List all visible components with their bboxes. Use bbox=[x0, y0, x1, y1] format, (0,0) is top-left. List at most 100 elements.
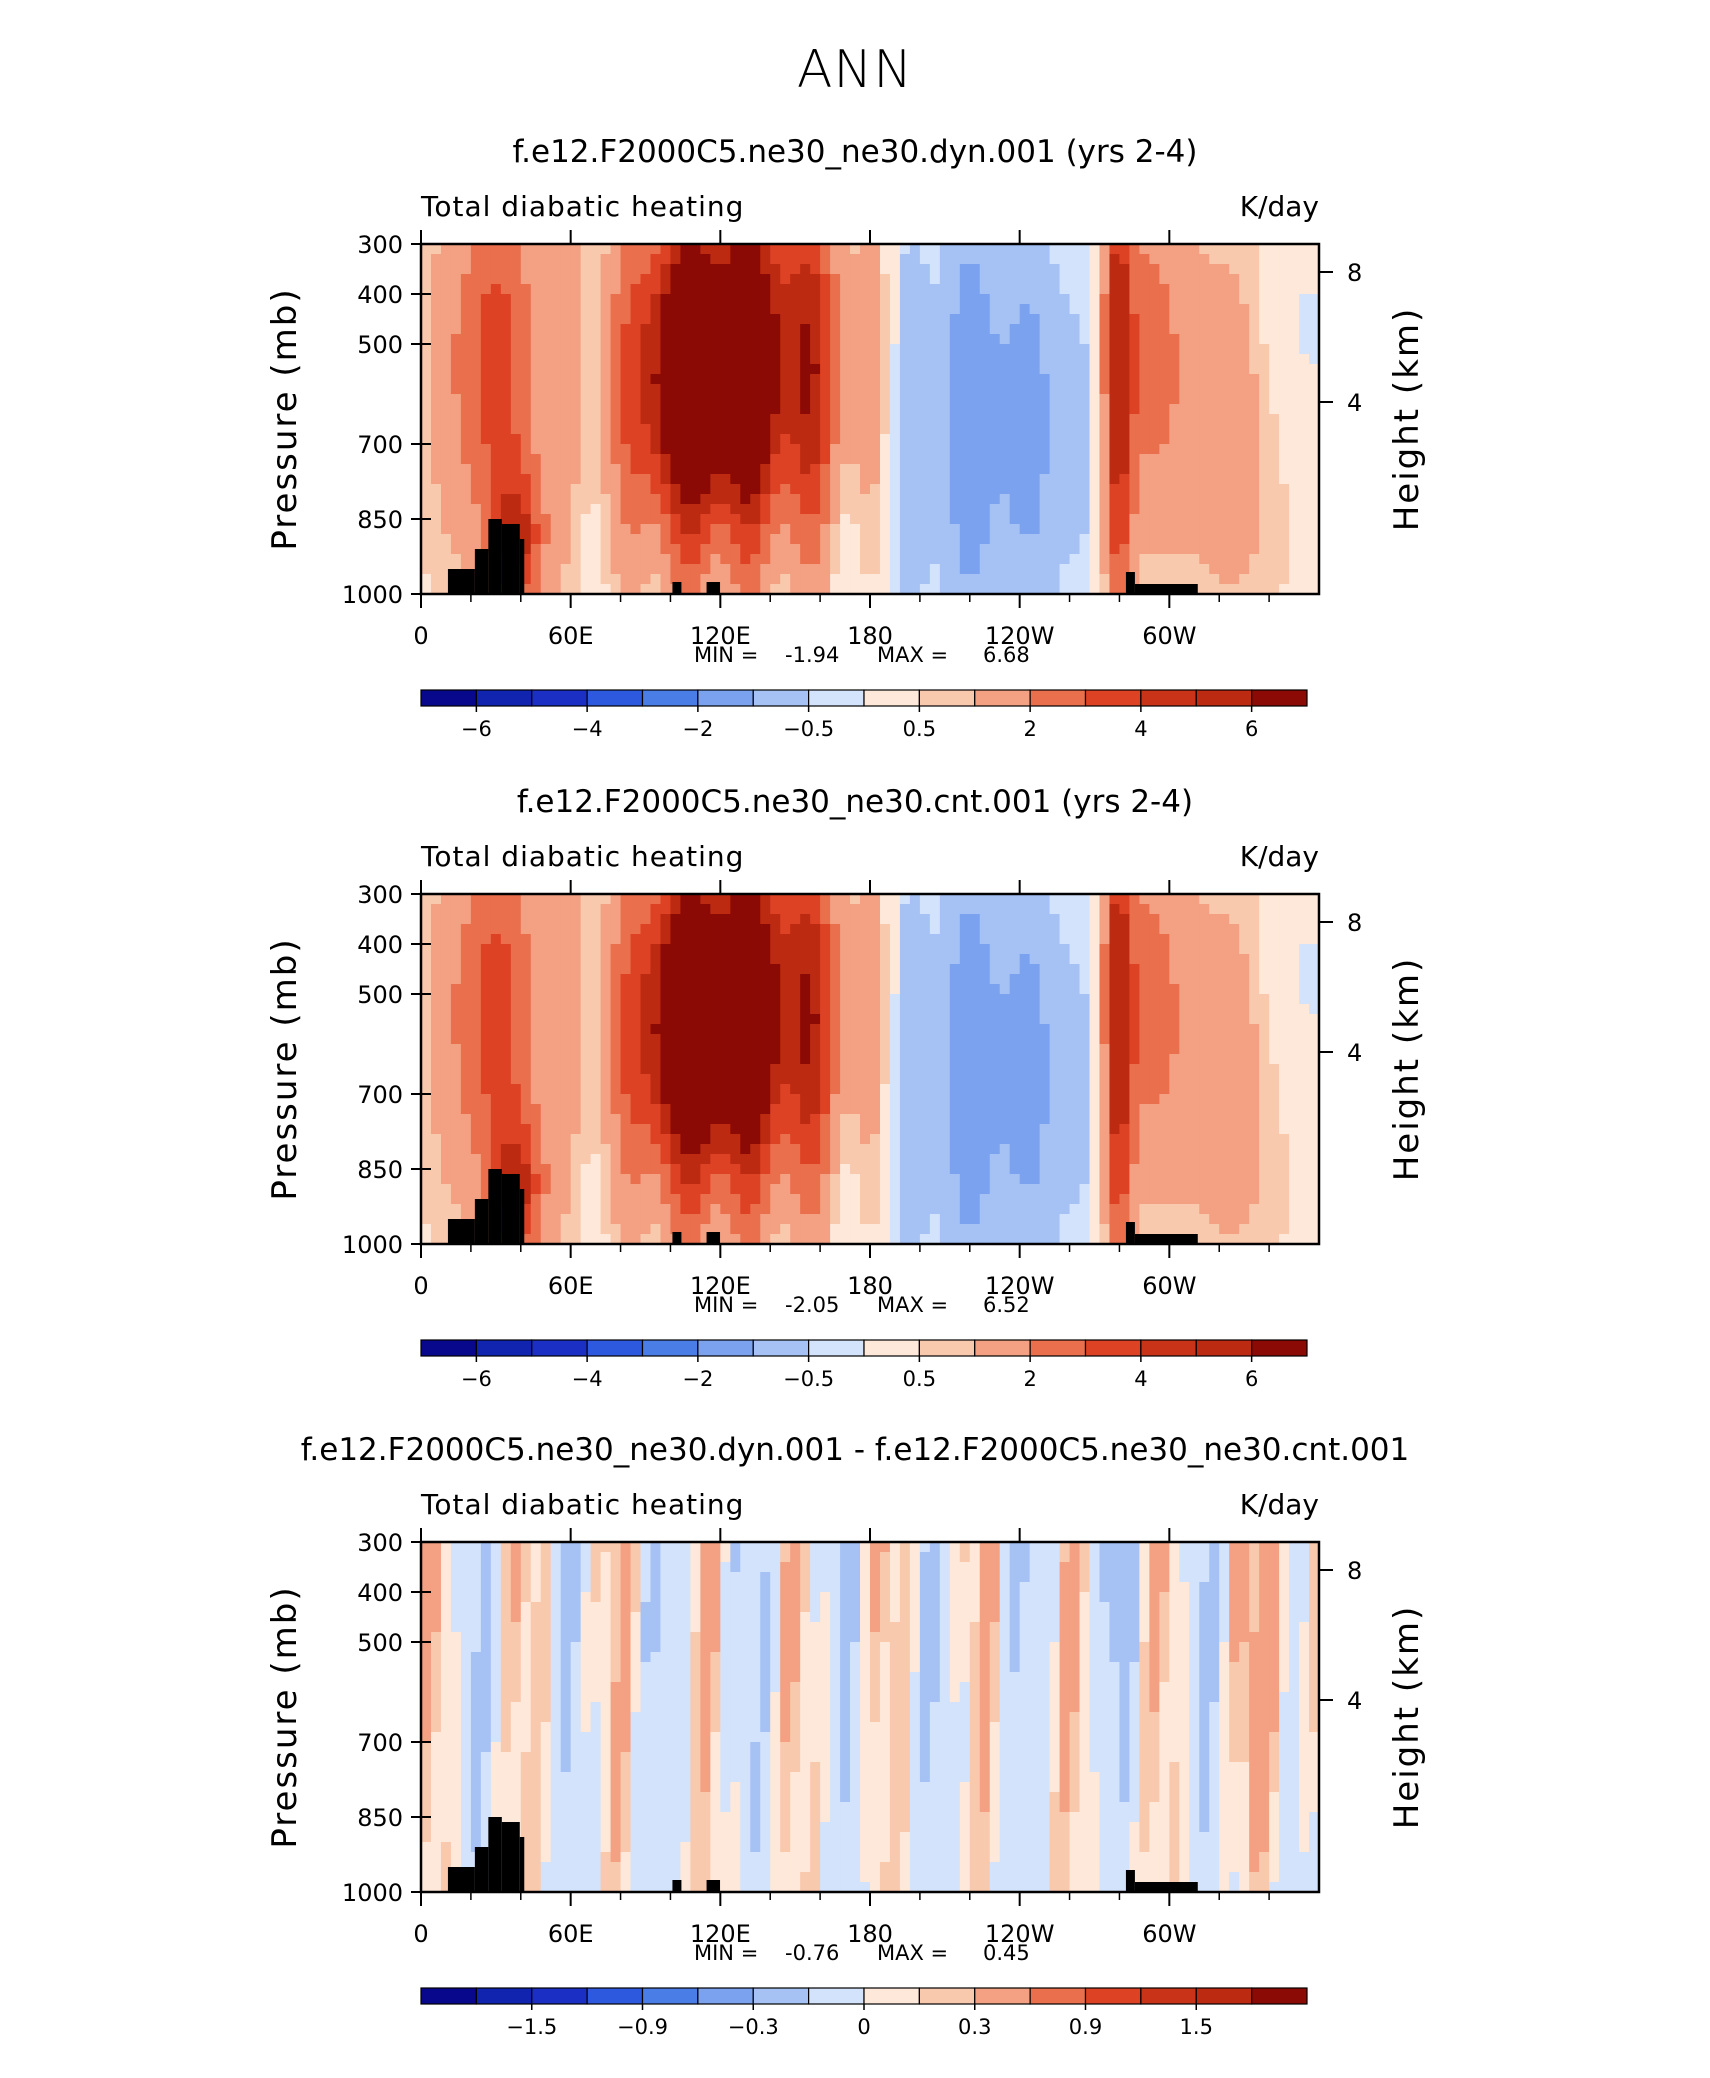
field-cell bbox=[461, 364, 472, 375]
field-cell bbox=[1090, 944, 1101, 955]
field-cell bbox=[501, 964, 512, 975]
field-cell bbox=[830, 1014, 841, 1025]
field-cell bbox=[850, 294, 861, 305]
field-cell bbox=[591, 934, 602, 945]
field-cell bbox=[531, 944, 542, 955]
topography-block bbox=[1126, 572, 1135, 594]
field-cell bbox=[690, 1014, 701, 1025]
field-cell bbox=[900, 264, 911, 275]
field-cell bbox=[501, 404, 512, 415]
field-cell bbox=[551, 364, 562, 375]
field-cell bbox=[1020, 914, 1031, 925]
field-cell bbox=[990, 1054, 1001, 1065]
field-cell bbox=[780, 944, 791, 955]
field-cell bbox=[611, 934, 622, 945]
field-cell bbox=[1259, 964, 1270, 975]
field-cell bbox=[1000, 494, 1011, 505]
field-cell bbox=[621, 1064, 632, 1075]
field-cell bbox=[930, 284, 941, 295]
field-cell bbox=[740, 334, 751, 345]
field-cell bbox=[421, 1024, 432, 1035]
field-cell bbox=[870, 974, 881, 985]
field-cell bbox=[1149, 254, 1160, 265]
field-cell bbox=[581, 494, 592, 505]
field-cell bbox=[1229, 284, 1240, 295]
field-cell bbox=[1169, 314, 1180, 325]
field-cell bbox=[680, 444, 691, 455]
field-cell bbox=[1179, 1054, 1190, 1065]
field-cell bbox=[1209, 1034, 1220, 1045]
field-cell bbox=[1159, 1074, 1170, 1085]
field-cell bbox=[591, 284, 602, 295]
field-cell bbox=[1209, 984, 1220, 995]
field-cell bbox=[760, 284, 771, 295]
field-cell bbox=[1249, 394, 1260, 405]
field-cell bbox=[840, 474, 851, 485]
field-cell bbox=[421, 564, 432, 575]
field-cell bbox=[860, 324, 871, 335]
field-cell bbox=[760, 964, 771, 975]
field-cell bbox=[1020, 544, 1031, 555]
field-cell bbox=[850, 1054, 861, 1065]
field-cell bbox=[740, 284, 751, 295]
field-cell bbox=[900, 304, 911, 315]
field-cell bbox=[1129, 364, 1140, 375]
field-cell bbox=[1000, 284, 1011, 295]
field-cell bbox=[800, 364, 811, 375]
field-cell bbox=[1299, 494, 1310, 505]
field-cell bbox=[1050, 324, 1061, 335]
field-cell bbox=[1209, 344, 1220, 355]
field-cell bbox=[780, 254, 791, 265]
field-cell bbox=[1080, 454, 1091, 465]
field-cell bbox=[591, 504, 602, 515]
field-cell bbox=[621, 544, 632, 555]
field-cell bbox=[990, 914, 1001, 925]
field-cell bbox=[1099, 364, 1110, 375]
field-cell bbox=[1269, 434, 1280, 445]
field-cell bbox=[1119, 914, 1130, 925]
field-cell bbox=[900, 404, 911, 415]
field-cell bbox=[940, 1004, 951, 1015]
field-cell bbox=[970, 564, 981, 575]
field-cell bbox=[591, 1024, 602, 1035]
field-cell bbox=[611, 324, 622, 335]
field-cell bbox=[1099, 434, 1110, 445]
field-cell bbox=[1030, 384, 1041, 395]
field-cell bbox=[870, 244, 881, 255]
field-cell bbox=[1219, 364, 1230, 375]
field-cell bbox=[591, 364, 602, 375]
field-cell bbox=[1080, 1044, 1091, 1055]
field-cell bbox=[810, 354, 821, 365]
field-cell bbox=[1169, 384, 1180, 395]
field-cell bbox=[1040, 304, 1051, 315]
field-cell bbox=[690, 454, 701, 465]
field-cell bbox=[660, 574, 671, 585]
field-cell bbox=[970, 314, 981, 325]
min-label: MIN = bbox=[694, 643, 758, 667]
field-cell bbox=[880, 924, 891, 935]
field-cell bbox=[720, 1054, 731, 1065]
field-cell bbox=[850, 334, 861, 345]
field-cell bbox=[421, 354, 432, 365]
field-cell bbox=[990, 564, 1001, 575]
field-cell bbox=[611, 404, 622, 415]
field-cell bbox=[441, 254, 452, 265]
field-cell bbox=[1090, 404, 1101, 415]
field-cell bbox=[461, 944, 472, 955]
field-cell bbox=[1199, 494, 1210, 505]
field-cell bbox=[690, 574, 701, 585]
field-cell bbox=[1040, 1054, 1051, 1065]
field-cell bbox=[930, 474, 941, 485]
field-cell bbox=[790, 494, 801, 505]
field-cell bbox=[591, 374, 602, 385]
field-cell bbox=[431, 894, 442, 905]
field-cell bbox=[441, 304, 452, 315]
field-cell bbox=[541, 1054, 552, 1065]
field-cell bbox=[750, 1074, 761, 1085]
field-cell bbox=[481, 244, 492, 255]
field-cell bbox=[1219, 494, 1230, 505]
field-cell bbox=[780, 554, 791, 565]
field-cell bbox=[1199, 534, 1210, 545]
field-cell bbox=[1289, 324, 1300, 335]
field-cell bbox=[1249, 934, 1260, 945]
